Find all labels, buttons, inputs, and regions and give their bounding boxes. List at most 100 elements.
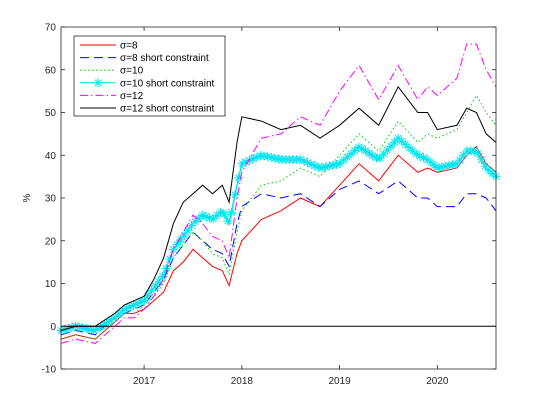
series-4-star-marker	[118, 306, 128, 316]
series-4-star-marker	[114, 309, 124, 319]
series-4-star-marker	[429, 160, 439, 170]
y-tick-label: 30	[45, 194, 57, 205]
series-4-star-marker	[197, 210, 207, 220]
series-line-1	[60, 145, 497, 340]
series-4-star-marker	[143, 290, 153, 300]
series-4-star-marker	[263, 152, 273, 162]
series-4-star-marker	[458, 150, 468, 160]
series-4-star-marker	[375, 153, 385, 163]
legend-label-5: σ=12	[120, 91, 144, 102]
series-4-star-marker	[179, 230, 189, 240]
series-4-star-marker	[422, 154, 432, 164]
series-4-star-marker	[266, 152, 276, 162]
series-4-star-marker	[274, 154, 283, 164]
series-4-star-marker	[85, 324, 95, 334]
series-4-star-marker	[390, 137, 399, 147]
series-4-star-marker	[444, 161, 454, 171]
y-tick-label: 50	[45, 108, 57, 119]
series-4-star-marker	[332, 159, 341, 169]
series-4-star-marker	[92, 324, 102, 334]
series-4-star-marker	[190, 217, 200, 227]
series-4-star-marker	[212, 211, 222, 221]
series-line-3	[60, 94, 497, 340]
series-4-star-marker	[154, 276, 164, 286]
series-4-star-marker	[306, 159, 316, 169]
series-4-star-marker	[168, 244, 178, 254]
series-4-star-marker	[328, 160, 338, 170]
legend: σ=8σ=8 short constraint σ=10σ=10 short co…	[73, 35, 226, 117]
series-line-5	[60, 43, 497, 344]
series-4-star-marker	[469, 146, 479, 156]
series-4-star-marker	[310, 161, 320, 171]
series-4-star-marker	[342, 152, 352, 162]
series-4-star-marker	[226, 208, 236, 218]
series-4-star-marker	[161, 263, 171, 273]
series-4-star-marker	[364, 148, 374, 158]
series-4-star-marker	[408, 146, 418, 156]
series-4-star-marker	[89, 325, 99, 335]
legend-label-6: σ=12 short constraint	[120, 104, 214, 115]
series-4-star-marker	[172, 240, 182, 250]
series-4-star-marker	[386, 141, 396, 151]
series-4-star-marker	[480, 161, 490, 171]
series-4-star-marker	[397, 136, 407, 146]
series-4-star-marker	[248, 154, 258, 164]
series-4-star-marker	[103, 317, 113, 327]
series-4-star-marker	[74, 322, 84, 332]
series-4-star-marker	[484, 165, 494, 175]
series-4-star-marker	[411, 149, 421, 159]
y-axis-label: %	[22, 193, 33, 202]
x-tick-label: 2019	[328, 376, 351, 387]
series-4-star-marker	[110, 312, 120, 322]
legend-label-1: σ=8	[120, 41, 138, 52]
series-4-star-marker	[241, 157, 251, 167]
series-line-2	[60, 180, 497, 336]
series-4-star-marker	[473, 148, 483, 158]
series-4-star-marker	[368, 151, 378, 161]
series-4-star-marker	[426, 157, 436, 167]
legend-label-3: σ=10	[120, 66, 144, 77]
series-4-star-marker	[346, 149, 356, 159]
series-line-4	[60, 137, 497, 332]
series-4-star-marker	[259, 151, 269, 161]
series-4-star-marker	[96, 322, 106, 332]
series-4-star-marker	[299, 156, 309, 166]
series-line-6	[60, 85, 497, 331]
series-4-star-marker	[324, 161, 334, 171]
series-4-star-marker	[415, 151, 425, 161]
legend-star-marker	[93, 78, 103, 88]
series-4-star-marker	[223, 216, 233, 226]
series-4-star-marker	[100, 319, 109, 329]
legend-entries: σ=8σ=8 short constraint σ=10σ=10 short co…	[80, 41, 214, 115]
series-4-star-marker	[208, 214, 218, 224]
x-tick-label: 2018	[231, 376, 254, 387]
series-4-star-marker	[303, 158, 312, 168]
series-4-star-marker	[252, 152, 262, 162]
series-4-star-marker	[295, 155, 305, 165]
series-4-star-marker	[78, 323, 88, 333]
series-4-star-marker	[237, 159, 247, 169]
series-4-star-marker	[419, 153, 428, 163]
y-tick-label: 40	[45, 151, 57, 162]
series-4-star-marker	[201, 212, 211, 222]
axis-layer: -10 0 10 20 30 40 50 60 70 2017 2018 2019 2020	[42, 23, 496, 387]
series-4-star-marker	[404, 143, 414, 153]
series-4-star-marker	[400, 139, 410, 149]
series-4-star-marker	[107, 315, 117, 325]
series-4-star-marker	[350, 146, 360, 156]
series-4-star-marker	[136, 297, 146, 307]
series-4-star-marker	[183, 225, 193, 235]
series-4-star-marker	[125, 302, 135, 312]
series-4-star-marker	[121, 303, 131, 313]
series-4-star-marker	[176, 235, 186, 245]
legend-label-2: σ=8 short constraint	[120, 53, 209, 64]
y-tick-label: -10	[42, 365, 57, 376]
series-4-star-marker	[205, 213, 215, 223]
series-4-star-marker	[382, 145, 392, 155]
series-4-star-marker	[165, 254, 175, 264]
series-4-star-marker	[353, 142, 363, 152]
y-tick-label: 10	[45, 279, 57, 290]
series-4-star-marker	[433, 163, 443, 173]
y-tick-label: 0	[50, 322, 56, 333]
